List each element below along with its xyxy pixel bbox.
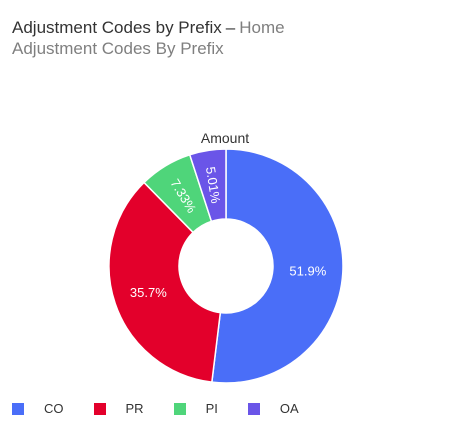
slice-label-oa: 5.01% [203, 166, 224, 205]
legend-item-oa[interactable]: OA [247, 401, 299, 416]
legend-swatch [12, 402, 24, 415]
legend-item-co[interactable]: CO [12, 401, 64, 416]
donut-slices [108, 148, 344, 384]
slice-label-pr: 35.7% [130, 285, 167, 300]
chart-subtitle: Adjustment Codes By Prefix [12, 39, 224, 58]
legend-label: CO [44, 401, 64, 416]
slice-oa[interactable] [188, 148, 227, 223]
series-title: Amount [201, 130, 249, 146]
chart-title: Adjustment Codes by Prefix [12, 18, 222, 37]
slice-co[interactable] [211, 148, 344, 384]
title-separator: – [225, 18, 236, 37]
legend-label: OA [279, 401, 299, 416]
legend-label: PR [125, 401, 144, 416]
legend-label: PI [205, 401, 218, 416]
dashboard-context-link[interactable]: Home [239, 18, 285, 37]
donut-chart: Amount 51.9%35.7%7.33% 5.01% [108, 130, 344, 384]
legend-swatch [173, 402, 186, 415]
legend-item-pr[interactable]: PR [93, 401, 144, 416]
legend-swatch [93, 402, 106, 415]
legend-swatch [247, 402, 260, 415]
chart-header: Adjustment Codes by Prefix – Home Adjustme… [12, 17, 452, 59]
legend-item-pi[interactable]: PI [173, 401, 218, 416]
title-line: Adjustment Codes by Prefix – Home [12, 17, 452, 39]
chart-legend: CO PR PI OA [12, 401, 329, 416]
slice-label-co: 51.9% [289, 263, 326, 278]
